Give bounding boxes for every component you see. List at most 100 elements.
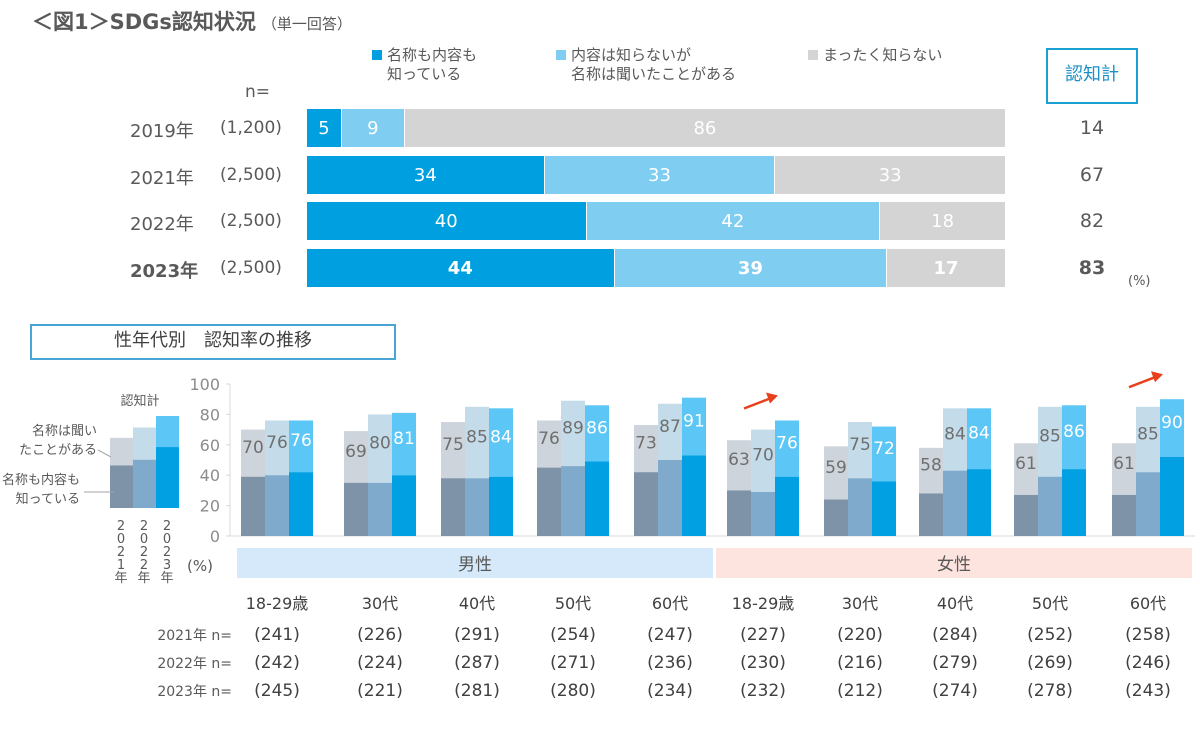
n-value: (216) xyxy=(837,653,883,673)
bar-known-segment xyxy=(943,470,967,536)
legend-item: 名称も内容も 知っている xyxy=(372,46,477,84)
n-value: (281) xyxy=(454,681,500,701)
bar-known-segment xyxy=(489,476,513,536)
n-value: (245) xyxy=(254,681,300,701)
total-data-label: 76 xyxy=(776,434,798,454)
bar-segment: 17 xyxy=(887,249,1005,287)
bar-known-segment xyxy=(289,472,313,536)
n-value: (269) xyxy=(1027,653,1073,673)
bar-known-segment xyxy=(751,491,775,536)
arrowhead-icon xyxy=(766,392,778,404)
age-label: 30代 xyxy=(842,594,878,613)
bar-heard-segment xyxy=(775,420,799,477)
total-data-label: 73 xyxy=(635,434,657,454)
legend-year-char: 0 xyxy=(163,532,171,547)
bar-known-segment xyxy=(1038,476,1062,536)
total-data-label: 91 xyxy=(683,411,705,431)
legend-year-char: 2 xyxy=(117,545,125,560)
age-label: 40代 xyxy=(937,594,973,613)
bar-known-segment xyxy=(537,467,561,536)
total-data-label: 76 xyxy=(266,433,288,453)
row-label: 2021年 xyxy=(130,168,194,189)
y-tick-label: 60 xyxy=(200,436,220,455)
n-value: (279) xyxy=(932,653,978,673)
age-label: 50代 xyxy=(1032,594,1068,613)
n-value: (224) xyxy=(357,653,403,673)
bar-heard-segment xyxy=(943,408,967,471)
gender-band-female xyxy=(716,548,1192,578)
bar-heard-segment xyxy=(441,422,465,479)
title-note: （単一回答） xyxy=(261,15,352,33)
bar-heard-segment xyxy=(585,405,609,462)
legend-year-char: 1 xyxy=(117,558,125,573)
totals-header: 認知計 xyxy=(1046,48,1138,104)
legend-swatch xyxy=(372,50,382,60)
n-value: (291) xyxy=(454,625,500,645)
y-tick-label: 20 xyxy=(200,497,220,516)
bar-heard-segment xyxy=(537,420,561,468)
bar-known-segment xyxy=(1112,494,1136,536)
bar-heard-segment xyxy=(1160,399,1184,457)
n-row-label: 2022年 n= xyxy=(157,656,232,672)
legend-heard-label: 名称は聞い xyxy=(32,423,97,439)
bar-heard-segment xyxy=(265,420,289,476)
legend-label: 知っている xyxy=(387,65,462,83)
n-value: (254) xyxy=(550,625,596,645)
legend-year-char: 3 xyxy=(163,558,171,573)
total-data-label: 89 xyxy=(562,418,584,438)
n-label: n= xyxy=(245,82,271,102)
bar-known-segment xyxy=(344,482,368,536)
total-data-label: 85 xyxy=(1039,427,1061,447)
bar-heard-segment xyxy=(727,440,751,491)
arrowhead-icon xyxy=(1151,371,1163,383)
legend-year-char: 2 xyxy=(163,519,171,534)
row-n: (1,200) xyxy=(220,118,282,138)
n-value: (274) xyxy=(932,681,978,701)
total-data-label: 86 xyxy=(1063,422,1085,442)
gender-band-male xyxy=(237,548,713,578)
row-n: (2,500) xyxy=(220,258,282,278)
total-data-label: 87 xyxy=(659,417,681,437)
bar-heard-segment xyxy=(392,412,416,476)
gender-label: 女性 xyxy=(937,555,971,575)
bar-segment: 33 xyxy=(544,156,775,194)
bar-known-segment xyxy=(658,460,682,536)
legend-sample-heard xyxy=(133,427,156,460)
legend-leader-line xyxy=(97,449,112,458)
legend-year-char: 年 xyxy=(114,571,127,586)
bar-known-segment xyxy=(1062,469,1086,536)
bar-known-segment xyxy=(967,469,991,536)
n-row-label: 2023年 n= xyxy=(157,684,232,700)
n-value: (236) xyxy=(647,653,693,673)
legend-item: まったく知らない xyxy=(808,46,942,65)
bar-heard-segment xyxy=(1136,406,1160,473)
legend-year-char: 2 xyxy=(140,519,148,534)
n-value: (247) xyxy=(647,625,693,645)
bar-heard-segment xyxy=(1112,443,1136,495)
n-value: (246) xyxy=(1125,653,1171,673)
total-data-label: 86 xyxy=(586,418,608,438)
bar-heard-segment xyxy=(465,406,489,479)
legend-swatch xyxy=(556,50,566,60)
total-data-label: 76 xyxy=(290,431,312,451)
y-tick-label: 80 xyxy=(200,405,220,424)
bar-segment: 34 xyxy=(307,156,544,194)
n-value: (258) xyxy=(1125,625,1171,645)
bar-heard-segment xyxy=(919,447,943,494)
y-unit-label: (%) xyxy=(187,557,213,575)
legend-year-char: 2 xyxy=(140,545,148,560)
n-value: (287) xyxy=(454,653,500,673)
legend-year-char: 年 xyxy=(160,571,173,586)
legend-sample-known xyxy=(156,447,179,508)
total-data-label: 61 xyxy=(1015,454,1037,474)
bar-heard-segment xyxy=(682,397,706,456)
bar-known-segment xyxy=(824,499,848,536)
bar-segment: 42 xyxy=(586,202,880,240)
bar-known-segment xyxy=(1136,472,1160,536)
legend-label: 名称は聞いたことがある xyxy=(571,65,737,83)
bar-heard-segment xyxy=(872,426,896,482)
n-value: (278) xyxy=(1027,681,1073,701)
bar-known-segment xyxy=(465,478,489,536)
total-value: 67 xyxy=(1079,164,1105,186)
n-value: (234) xyxy=(647,681,693,701)
